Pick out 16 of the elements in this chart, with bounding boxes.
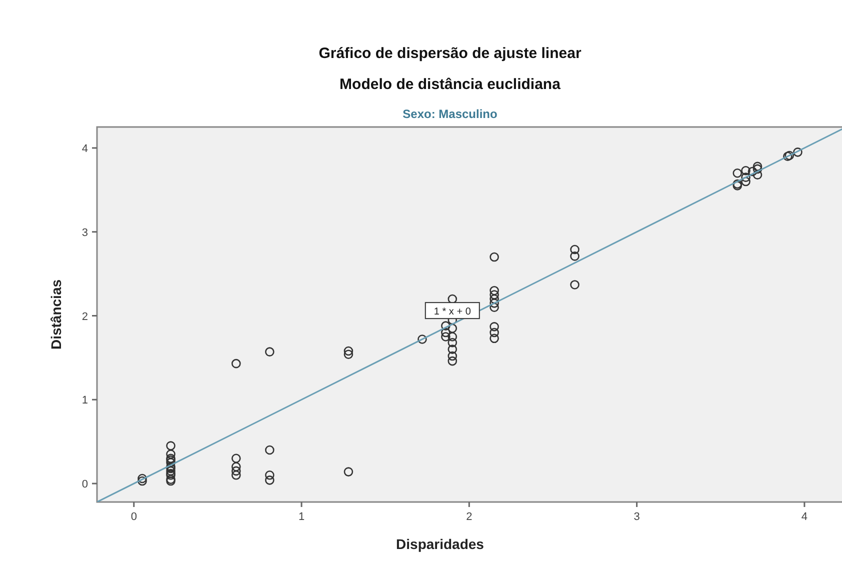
y-tick-label: 3 [82,226,88,239]
annotation: 1 * x + 0 [434,306,472,318]
x-tick-label: 0 [130,511,137,523]
y-tick-label: 2 [82,310,88,323]
x-tick-label: 2 [466,511,472,523]
chart-subtitle: Modelo de distância euclidiana [340,76,562,93]
x-tick-label: 3 [634,511,640,523]
y-tick-label: 1 [82,394,88,407]
y-tick-label: 0 [82,478,88,491]
x-tick-label: 1 [298,511,305,523]
x-tick-label: 4 [801,511,808,523]
y-tick-label: 4 [82,142,88,155]
chart-title: Gráfico de dispersão de ajuste linear [318,45,582,62]
text: Sexo: Masculino [402,107,498,121]
x-axis-title: Disparidades [396,536,484,552]
y-axis-title: Distâncias [48,279,64,350]
